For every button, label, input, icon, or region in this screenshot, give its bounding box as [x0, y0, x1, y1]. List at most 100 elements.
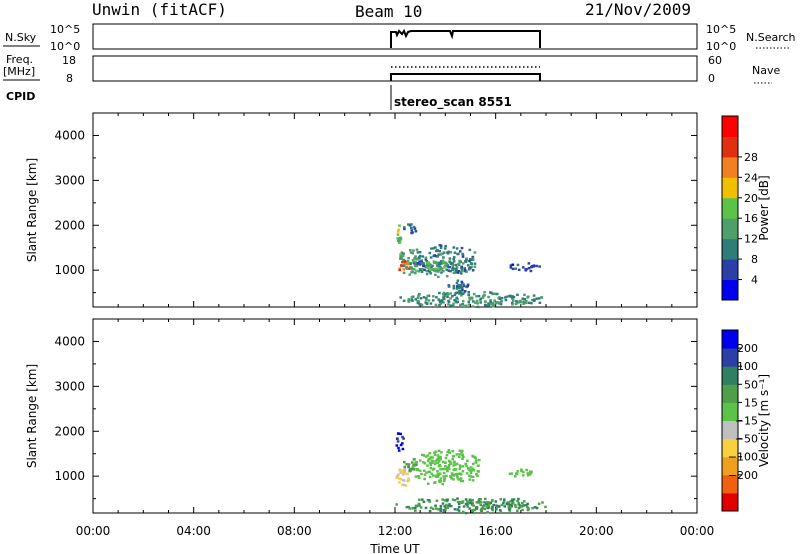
- velocity-panel-data-cell: [458, 449, 462, 452]
- velocity-panel-colorbar-tick-label: 200: [737, 342, 758, 355]
- power-panel-data-cell: [532, 299, 535, 302]
- power-panel-data-cell: [500, 300, 503, 303]
- velocity-panel-data-cell: [472, 504, 475, 507]
- velocity-panel-data-cell: [453, 498, 457, 502]
- velocity-panel-data-cell: [423, 477, 426, 481]
- power-panel-data-cell: [414, 255, 417, 258]
- power-panel-data-cell: [511, 267, 515, 271]
- power-panel-data-cell: [433, 261, 436, 264]
- freq-trace: [390, 73, 541, 81]
- power-panel-data-cell: [418, 293, 421, 296]
- power-panel-data-cell: [464, 304, 468, 307]
- power-panel-ytick-label: 4000: [54, 128, 85, 142]
- power-panel-data-cell: [451, 262, 454, 265]
- velocity-panel-data-cell: [521, 501, 524, 505]
- velocity-panel-data-cell: [475, 506, 478, 509]
- velocity-panel-data-cell: [541, 501, 544, 504]
- power-panel-data-cell: [469, 297, 473, 300]
- power-panel-data-cell: [425, 302, 429, 306]
- power-panel-colorbar-tick-label: 20: [744, 192, 758, 205]
- power-panel-data-cell: [460, 265, 463, 269]
- power-panel-data-cell: [426, 264, 429, 267]
- power-panel-data-cell: [437, 298, 441, 301]
- power-panel-data-cell: [522, 302, 525, 305]
- velocity-panel-data-cell: [403, 460, 406, 464]
- power-panel-colorbar-cell: [722, 136, 738, 158]
- power-panel-data-cell: [407, 298, 411, 301]
- power-panel-data-cell: [409, 262, 412, 266]
- velocity-panel-data-cell: [432, 474, 435, 477]
- power-panel-data-cell: [457, 252, 460, 256]
- power-panel-data-cell: [433, 254, 436, 257]
- power-panel-data-cell: [461, 255, 465, 258]
- velocity-panel-data-cell: [470, 503, 474, 506]
- velocity-panel-data-cell: [465, 503, 469, 506]
- power-panel-data-cell: [400, 254, 404, 258]
- velocity-panel-data-cell: [458, 467, 462, 471]
- velocity-panel-data-cell: [473, 511, 476, 515]
- velocity-panel-data-cell: [526, 507, 530, 510]
- power-panel-data-cell: [436, 255, 439, 258]
- velocity-panel-data-cell: [522, 500, 526, 503]
- power-panel-data-cell: [492, 303, 495, 307]
- date-title: 21/Nov/2009: [585, 0, 691, 19]
- power-panel-data-cell: [456, 279, 460, 282]
- power-panel-data-cell: [466, 284, 469, 288]
- velocity-panel-data-cell: [449, 462, 452, 466]
- power-panel-data-cell: [425, 260, 429, 263]
- velocity-panel-data-cell: [405, 463, 408, 466]
- power-panel-data-cell: [415, 269, 418, 272]
- velocity-panel-data-cell: [475, 501, 479, 504]
- power-panel-data-cell: [516, 263, 520, 267]
- velocity-panel-data-cell: [459, 479, 463, 483]
- power-panel-data-cell: [471, 269, 475, 272]
- velocity-panel-data-cell: [411, 465, 415, 468]
- power-panel-data-cell: [473, 251, 477, 254]
- velocity-panel-data-cell: [471, 509, 474, 512]
- power-panel-data-cell: [444, 244, 447, 248]
- power-panel-data-cell: [457, 284, 460, 287]
- power-panel-data-cell: [426, 294, 430, 297]
- power-panel-data-cell: [474, 301, 477, 304]
- power-panel-data-cell: [461, 252, 464, 256]
- velocity-panel-data-cell: [436, 508, 440, 511]
- power-panel-data-cell: [431, 264, 434, 267]
- velocity-panel-data-cell: [514, 505, 518, 509]
- power-panel-data-cell: [448, 257, 452, 260]
- power-panel-data-cell: [483, 291, 486, 294]
- power-panel-colorbar-tick-label: 12: [744, 233, 758, 246]
- power-panel-data-cell: [476, 305, 480, 309]
- power-panel-data-cell: [484, 300, 487, 303]
- power-panel-data-cell: [412, 225, 416, 229]
- power-panel-data-cell: [451, 265, 455, 268]
- power-panel-data-cell: [509, 295, 512, 298]
- velocity-panel-data-cell: [421, 453, 424, 457]
- power-panel-data-cell: [424, 256, 428, 259]
- velocity-panel-xtick-label: 00:00: [76, 524, 111, 538]
- power-panel-data-cell: [443, 264, 447, 267]
- velocity-panel-data-cell: [477, 501, 481, 504]
- velocity-panel-data-cell: [407, 463, 411, 466]
- power-panel-data-cell: [446, 293, 450, 296]
- power-panel-data-cell: [521, 297, 525, 300]
- velocity-panel-data-cell: [433, 462, 437, 466]
- velocity-panel-data-cell: [428, 461, 432, 465]
- velocity-panel-data-cell: [447, 465, 451, 468]
- velocity-panel-data-cell: [414, 509, 417, 512]
- velocity-panel-data-cell: [468, 507, 471, 510]
- velocity-panel-data-cell: [530, 470, 533, 473]
- velocity-panel-colorbar-cell: [722, 366, 738, 385]
- power-panel-data-cell: [451, 304, 455, 308]
- power-panel-data-cell: [452, 256, 456, 259]
- velocity-panel-data-cell: [403, 483, 406, 487]
- velocity-panel-data-cell: [458, 453, 461, 456]
- power-panel-colorbar-cell: [722, 156, 738, 178]
- velocity-panel-data-cell: [495, 504, 498, 507]
- power-panel-data-cell: [472, 300, 475, 303]
- freq-tick-bottom: 8: [66, 72, 73, 85]
- velocity-panel-data-cell: [401, 470, 404, 474]
- velocity-panel-data-cell: [515, 472, 519, 476]
- power-panel-data-cell: [490, 291, 493, 295]
- power-panel-data-cell: [452, 271, 456, 275]
- velocity-panel-data-cell: [414, 504, 418, 507]
